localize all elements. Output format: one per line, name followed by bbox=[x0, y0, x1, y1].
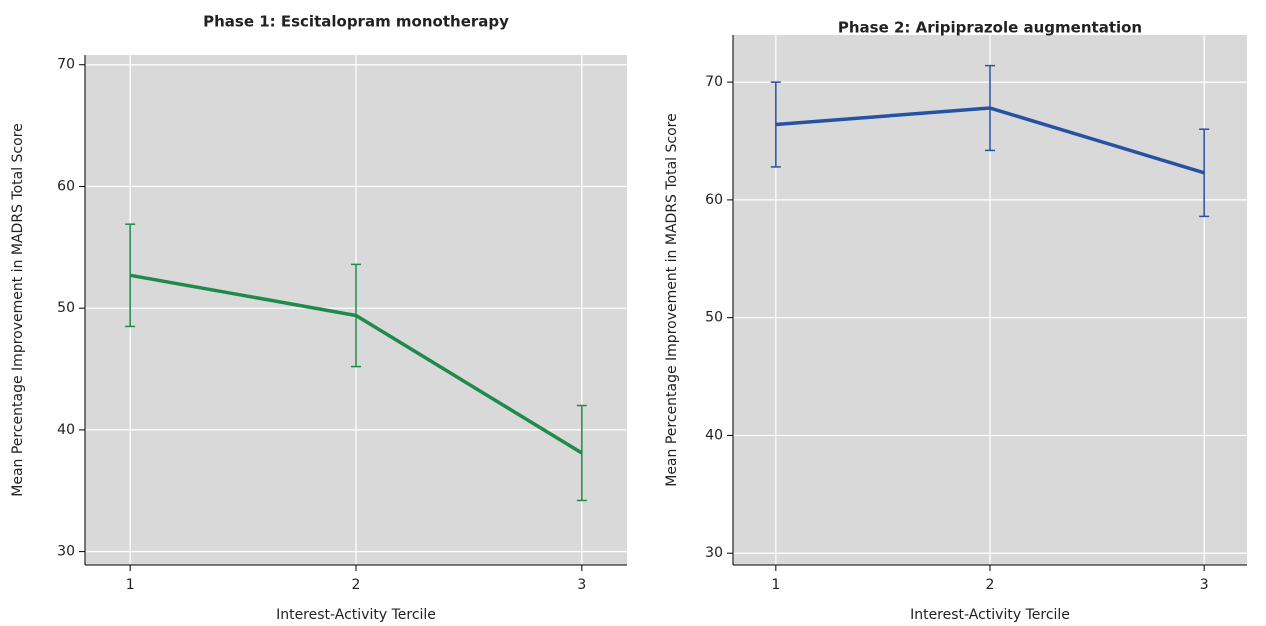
y-tick-label: 50 bbox=[57, 300, 75, 316]
y-axis-label: Mean Percentage Improvement in MADRS Tot… bbox=[664, 113, 680, 487]
y-tick-label: 70 bbox=[705, 74, 723, 90]
y-tick-label: 30 bbox=[57, 544, 75, 560]
y-tick-label: 40 bbox=[57, 422, 75, 438]
chart-title: Phase 2: Aripiprazole augmentation bbox=[838, 19, 1142, 37]
y-tick-label: 40 bbox=[705, 427, 723, 443]
x-tick-label: 1 bbox=[126, 577, 135, 593]
y-tick-label: 30 bbox=[705, 545, 723, 561]
chart-title: Phase 1: Escitalopram monotherapy bbox=[203, 13, 509, 31]
y-tick-label: 50 bbox=[705, 310, 723, 326]
x-tick-label: 3 bbox=[577, 577, 586, 593]
x-axis-label: Interest-Activity Tercile bbox=[910, 607, 1070, 623]
y-tick-label: 70 bbox=[57, 57, 75, 73]
x-tick-label: 3 bbox=[1200, 577, 1209, 593]
y-axis-label: Mean Percentage Improvement in MADRS Tot… bbox=[10, 123, 26, 497]
y-tick-label: 60 bbox=[705, 192, 723, 208]
data-line bbox=[775, 106, 1205, 175]
x-axis-label: Interest-Activity Tercile bbox=[276, 607, 436, 623]
x-tick-label: 1 bbox=[771, 577, 780, 593]
x-tick-label: 2 bbox=[352, 577, 361, 593]
y-tick-label: 60 bbox=[57, 178, 75, 194]
data-line bbox=[129, 273, 583, 455]
x-tick-label: 2 bbox=[986, 577, 995, 593]
